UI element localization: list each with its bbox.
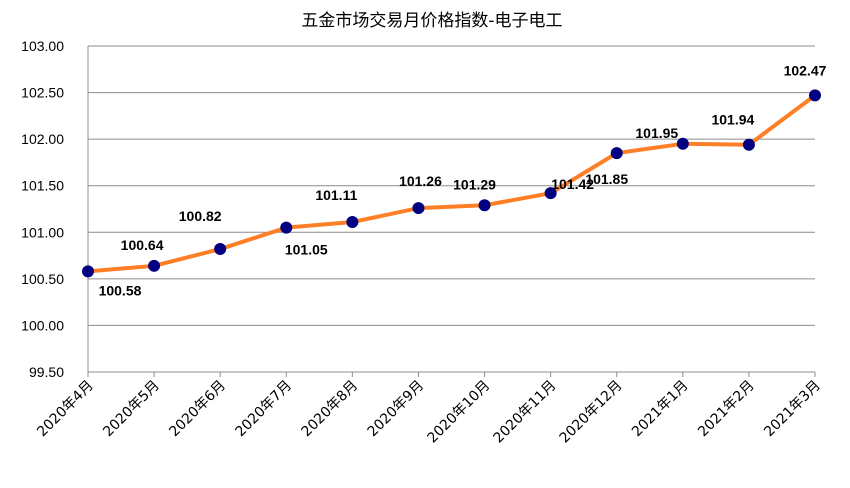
data-labels: 100.58 100.64 100.82 101.05 101.11 101.26 101.… bbox=[99, 62, 827, 298]
x-axis-ticks: 2020年4月 2020年5月 2020年6月 2020年7月 2020年8月 2020年… bbox=[34, 372, 824, 446]
y-axis-ticks: 99.50 100.00 100.50 101.00 101.50 102.00 102.5… bbox=[21, 38, 64, 380]
x-tick-label: 2021年2月 bbox=[695, 378, 758, 441]
data-label: 100.82 bbox=[179, 208, 222, 224]
y-tick-label: 100.00 bbox=[21, 317, 64, 333]
x-tick-label: 2021年1月 bbox=[629, 378, 692, 441]
gridlines bbox=[87, 45, 815, 373]
y-tick-label: 102.00 bbox=[21, 131, 64, 147]
x-tick-label: 2020年5月 bbox=[100, 378, 163, 441]
data-label: 101.94 bbox=[711, 112, 754, 128]
data-point bbox=[214, 243, 227, 256]
data-label: 102.47 bbox=[784, 62, 827, 78]
data-label: 101.11 bbox=[315, 187, 357, 203]
data-label: 101.29 bbox=[453, 176, 496, 192]
data-point bbox=[82, 265, 94, 278]
data-point bbox=[412, 202, 425, 215]
x-tick-label: 2020年8月 bbox=[299, 378, 362, 441]
x-tick-label: 2020年4月 bbox=[34, 378, 97, 441]
x-tick-label: 2020年7月 bbox=[232, 378, 295, 441]
series-line-path bbox=[86, 93, 817, 274]
data-point bbox=[478, 199, 491, 212]
y-tick-label: 101.00 bbox=[21, 224, 64, 240]
data-label: 101.95 bbox=[635, 125, 678, 141]
data-label: 101.05 bbox=[285, 242, 328, 258]
series-line bbox=[86, 93, 817, 274]
data-point bbox=[544, 187, 557, 200]
x-tick-label: 2021年3月 bbox=[761, 378, 824, 441]
data-point bbox=[148, 259, 161, 272]
y-tick-label: 101.50 bbox=[21, 178, 64, 194]
y-tick-label: 102.50 bbox=[21, 85, 64, 101]
x-tick-label: 2020年6月 bbox=[166, 378, 229, 441]
data-label: 100.58 bbox=[99, 282, 142, 298]
data-point bbox=[809, 89, 821, 102]
data-label: 101.26 bbox=[399, 173, 442, 189]
data-point bbox=[676, 137, 689, 150]
y-tick-label: 100.50 bbox=[21, 271, 64, 287]
data-label: 101.42 bbox=[551, 176, 594, 192]
x-tick-label: 2020年9月 bbox=[365, 378, 428, 441]
data-points bbox=[82, 89, 821, 278]
data-point bbox=[742, 138, 755, 151]
data-label: 100.64 bbox=[121, 237, 164, 253]
y-tick-label: 99.50 bbox=[29, 364, 64, 380]
data-point bbox=[610, 147, 623, 160]
data-label: 101.85 bbox=[585, 171, 628, 187]
x-tick-label: 2020年11月 bbox=[491, 378, 560, 447]
data-point bbox=[280, 221, 293, 234]
x-tick-label: 2020年12月 bbox=[557, 378, 626, 447]
x-tick-label: 2020年10月 bbox=[424, 378, 493, 447]
data-point bbox=[346, 216, 359, 229]
chart-title: 五金市场交易月价格指数-电子电工 bbox=[301, 11, 562, 31]
y-tick-label: 103.00 bbox=[21, 38, 64, 54]
